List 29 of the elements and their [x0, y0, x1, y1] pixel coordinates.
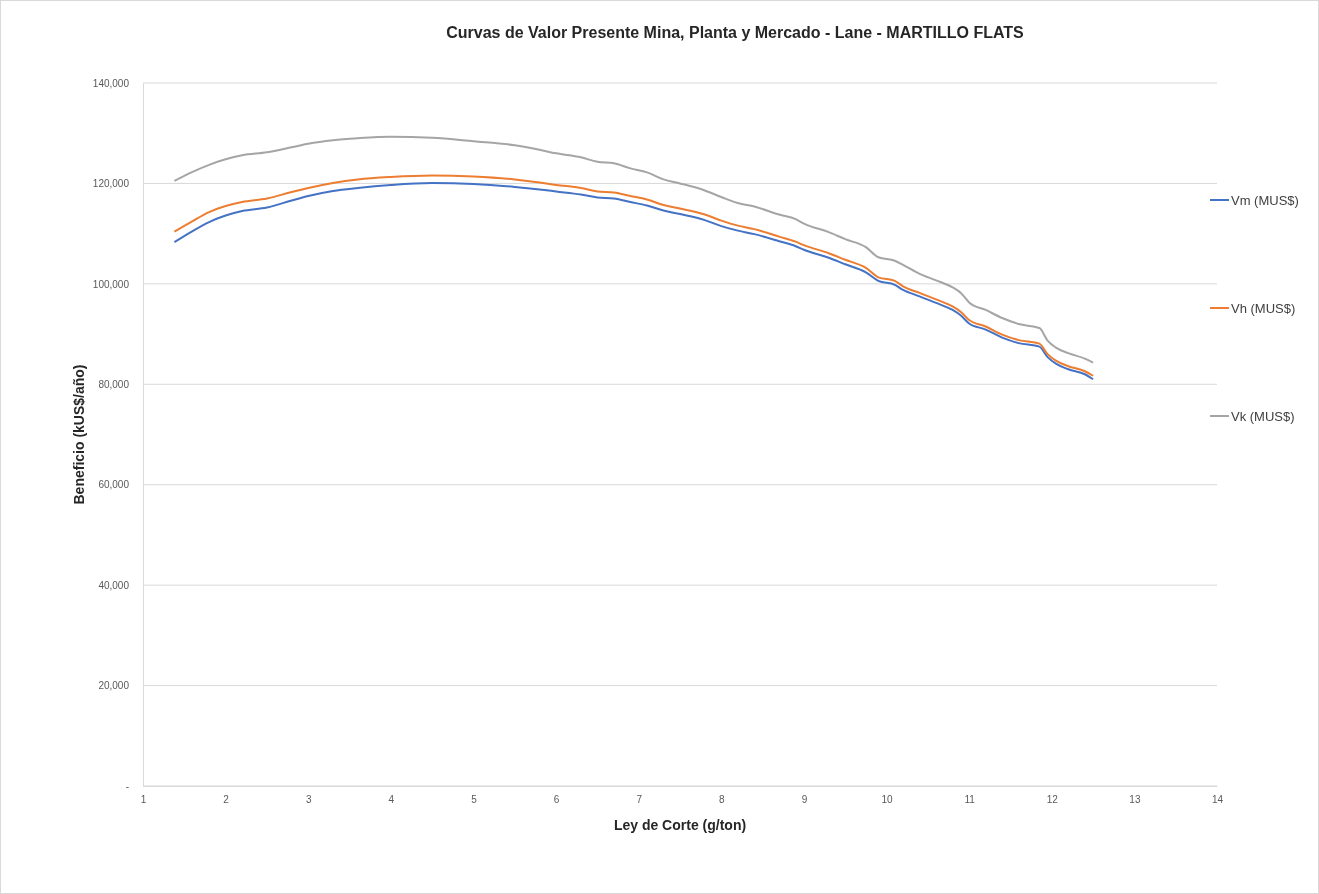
x-tick-label: 13: [1129, 794, 1141, 806]
chart-title: Curvas de Valor Presente Mina, Planta y Mercado - Lane - MARTILLO FLATS: [446, 24, 1025, 41]
y-tick-label: -: [125, 780, 129, 792]
x-tick-label: 5: [471, 794, 478, 806]
x-tick-label: 8: [719, 794, 726, 806]
x-tick-label: 3: [305, 794, 312, 806]
x-tick-label: 7: [636, 794, 643, 806]
legend-label: Vm (MUS$): [1231, 192, 1299, 208]
legend-label: Vk (MUS$): [1231, 408, 1295, 424]
x-axis-title: Ley de Corte (g/ton): [613, 817, 747, 833]
x-tick-label: 11: [964, 794, 976, 806]
y-axis-title: Beneficio (kUS$/año): [71, 364, 87, 505]
y-tick-label: 60,000: [98, 479, 130, 491]
x-tick-label: 1: [140, 794, 147, 806]
line-series: [173, 135, 1095, 364]
x-tick-label: 10: [881, 794, 894, 806]
x-tick-label: 4: [388, 794, 395, 806]
x-tick-label: 9: [801, 794, 808, 806]
x-tick-label: 12: [1046, 794, 1059, 806]
y-tick-label: 140,000: [92, 77, 130, 89]
y-tick-label: 80,000: [98, 378, 130, 390]
y-tick-label: 40,000: [98, 579, 130, 591]
y-tick-label: 120,000: [92, 178, 130, 190]
x-tick-label: 2: [223, 794, 230, 806]
legend-label: Vh (MUS$): [1231, 300, 1296, 316]
x-tick-label: 6: [553, 794, 560, 806]
y-tick-label: 20,000: [98, 680, 130, 692]
y-tick-label: 100,000: [92, 278, 130, 290]
x-tick-label: 14: [1211, 794, 1224, 806]
